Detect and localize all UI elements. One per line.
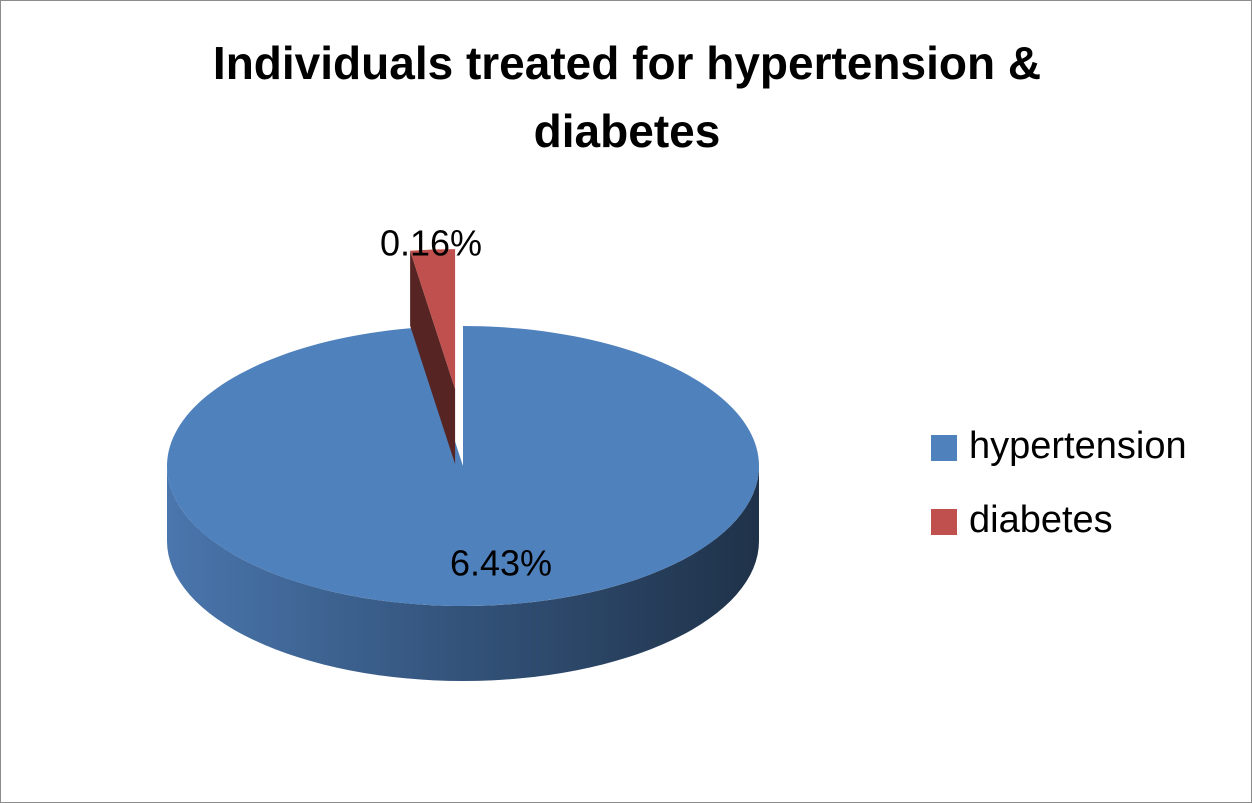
pie-side [410,250,456,465]
legend-swatch [931,509,957,535]
data-label: 6.43% [450,543,552,584]
data-label: 0.16% [380,223,482,264]
pie-slice [410,249,456,390]
chart-title: Individuals treated for hypertension & d… [212,37,1042,157]
legend-swatch [931,435,957,461]
legend-label: hypertension [969,425,1187,467]
legend-label: diabetes [969,499,1113,541]
pie-slice [167,326,760,606]
pie-side [167,466,759,681]
